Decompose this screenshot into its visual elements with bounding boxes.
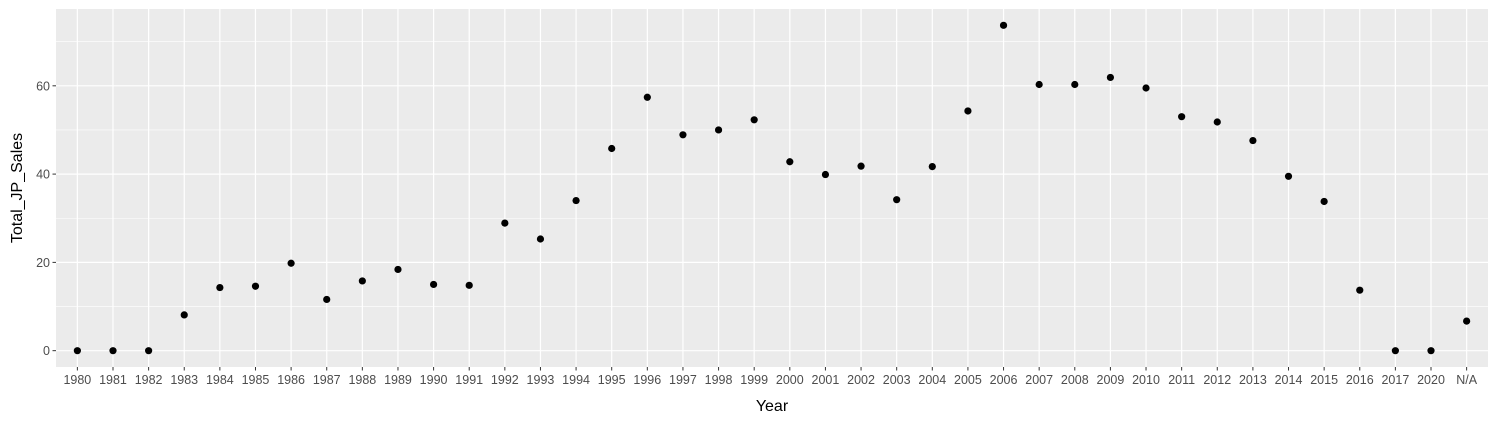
x-tick-label: 1989: [384, 373, 412, 387]
x-tick-label: 2010: [1132, 373, 1160, 387]
data-point: [608, 144, 616, 153]
data-point: [750, 116, 758, 124]
data-point: [216, 283, 224, 292]
data-point: [679, 131, 687, 139]
data-point: [145, 347, 153, 355]
y-tick-label: 20: [36, 256, 50, 270]
data-point: [1463, 317, 1471, 325]
data-point: [1142, 84, 1150, 92]
x-tick-label: 1997: [669, 373, 697, 387]
minor-gridlines: [56, 41, 1488, 307]
x-tick-label: 2017: [1381, 373, 1409, 387]
x-tick-label: 1985: [242, 373, 270, 387]
x-tick-label: 2011: [1168, 373, 1195, 387]
x-tick-label: 1983: [170, 373, 198, 387]
x-tick-label: 2007: [1025, 373, 1053, 387]
y-tick-label: 40: [36, 168, 50, 182]
data-point: [180, 311, 188, 319]
x-tick-label: 2004: [918, 373, 946, 387]
data-point: [1391, 347, 1399, 355]
major-gridlines: [56, 9, 1488, 367]
data-point: [1178, 113, 1186, 121]
x-tick-label: 1981: [99, 373, 127, 387]
data-point: [358, 277, 366, 285]
data-point: [1071, 80, 1079, 89]
x-tick-label: 2001: [812, 373, 840, 387]
y-tick-label: 60: [36, 79, 50, 93]
x-tick-label: 2002: [847, 373, 875, 387]
x-tick-label: 2020: [1417, 373, 1445, 387]
x-axis: 1980 1981 1982 1983 1984 1985 1986 1987 1988 1989…: [63, 367, 1478, 387]
data-point: [821, 170, 830, 179]
x-tick-label: N/A: [1456, 373, 1478, 387]
x-tick-label: 2008: [1061, 373, 1089, 387]
data-point: [109, 347, 117, 355]
x-tick-label: 1995: [598, 373, 626, 387]
data-point: [251, 282, 260, 290]
data-point: [999, 21, 1008, 29]
data-point: [287, 259, 295, 267]
data-point: [1356, 286, 1364, 294]
x-tick-label: 1998: [705, 373, 733, 387]
data-point: [714, 126, 723, 134]
x-tick-label: 1986: [277, 373, 305, 387]
data-point: [465, 281, 473, 289]
x-tick-label: 2016: [1346, 373, 1374, 387]
data-point: [323, 295, 331, 304]
data-point: [964, 107, 972, 115]
y-tick-label: 0: [43, 344, 50, 358]
x-tick-label: 1984: [206, 373, 234, 387]
y-axis: 0 20 40 60: [36, 79, 56, 358]
y-axis-title: Total_JP_Sales: [9, 133, 26, 243]
x-tick-label: 1993: [527, 373, 555, 387]
x-tick-label: 1987: [313, 373, 341, 387]
x-tick-label: 2012: [1203, 373, 1231, 387]
x-tick-label: 2013: [1239, 373, 1267, 387]
data-point: [928, 162, 936, 171]
data-point: [786, 158, 794, 166]
data-point: [1284, 172, 1293, 180]
x-tick-label: 1991: [455, 373, 483, 387]
data-point: [536, 235, 545, 243]
data-point: [857, 162, 865, 170]
data-point: [643, 93, 651, 101]
data-point: [429, 280, 438, 289]
x-tick-label: 1992: [491, 373, 519, 387]
data-point: [893, 196, 901, 204]
data-point: [394, 265, 402, 274]
data-point: [1320, 197, 1328, 206]
x-tick-label: 1982: [135, 373, 163, 387]
x-tick-label: 2005: [954, 373, 982, 387]
x-tick-label: 1999: [740, 373, 768, 387]
data-point: [1035, 80, 1043, 89]
x-tick-label: 2006: [990, 373, 1018, 387]
data-point: [1427, 347, 1435, 355]
x-tick-label: 1996: [633, 373, 661, 387]
data-points: [73, 21, 1471, 355]
x-tick-label: 1988: [348, 373, 376, 387]
x-tick-label: 1980: [63, 373, 91, 387]
x-axis-title: Year: [756, 398, 789, 415]
data-point: [1213, 118, 1221, 126]
x-tick-label: 2015: [1310, 373, 1338, 387]
data-point: [1249, 136, 1257, 145]
data-point: [1106, 73, 1115, 82]
x-tick-label: 2003: [883, 373, 911, 387]
x-tick-label: 2009: [1097, 373, 1125, 387]
plot-panel: [56, 9, 1488, 367]
x-tick-label: 2014: [1275, 373, 1303, 387]
data-point: [501, 219, 509, 227]
data-point: [572, 196, 580, 205]
x-tick-label: 2000: [776, 373, 804, 387]
x-tick-label: 1990: [420, 373, 448, 387]
x-tick-label: 1994: [562, 373, 590, 387]
data-point: [73, 347, 81, 355]
